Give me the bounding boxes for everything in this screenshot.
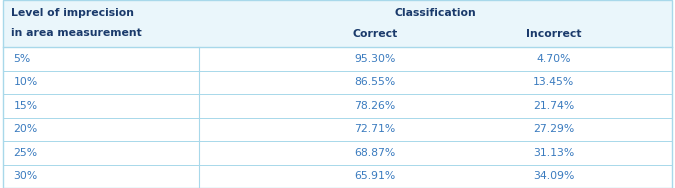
Text: Level of imprecision: Level of imprecision: [11, 8, 134, 18]
Text: Correct: Correct: [352, 29, 398, 39]
Text: 30%: 30%: [14, 171, 38, 181]
Text: 68.87%: 68.87%: [354, 148, 396, 158]
Text: Incorrect: Incorrect: [526, 29, 581, 39]
Text: 21.74%: 21.74%: [533, 101, 574, 111]
Text: 72.71%: 72.71%: [354, 124, 396, 134]
Text: 27.29%: 27.29%: [533, 124, 574, 134]
Text: 10%: 10%: [14, 77, 38, 87]
Text: 86.55%: 86.55%: [354, 77, 396, 87]
Text: in area measurement: in area measurement: [11, 28, 142, 38]
Text: 34.09%: 34.09%: [533, 171, 574, 181]
Bar: [3, 0, 672, 47]
Text: 13.45%: 13.45%: [533, 77, 574, 87]
Text: Classification: Classification: [394, 8, 477, 18]
Text: 5%: 5%: [14, 54, 31, 64]
Text: 95.30%: 95.30%: [354, 54, 396, 64]
Text: 25%: 25%: [14, 148, 38, 158]
Text: 20%: 20%: [14, 124, 38, 134]
Text: 15%: 15%: [14, 101, 38, 111]
Text: 65.91%: 65.91%: [354, 171, 396, 181]
Text: 78.26%: 78.26%: [354, 101, 396, 111]
Text: 4.70%: 4.70%: [536, 54, 571, 64]
Text: 31.13%: 31.13%: [533, 148, 574, 158]
